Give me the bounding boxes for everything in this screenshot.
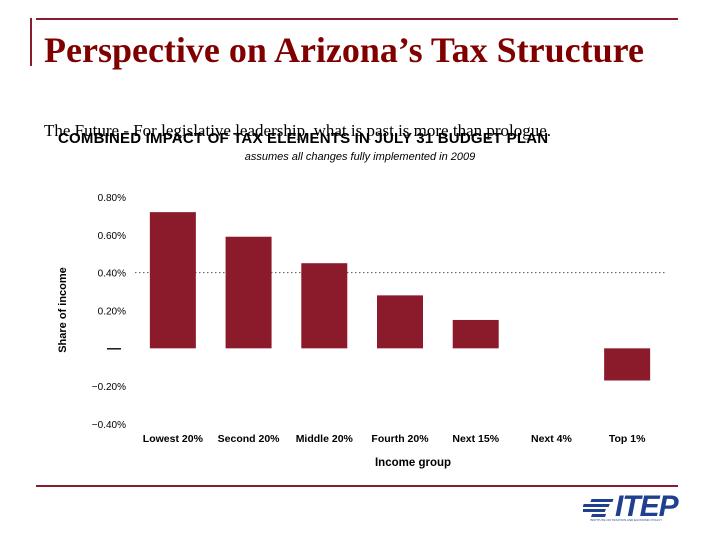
x-tick-label: Next 15%: [452, 433, 499, 445]
y-tick-label: 0.20%: [98, 307, 126, 318]
x-tick-label: Next 4%: [531, 433, 573, 445]
bar: [225, 236, 272, 349]
chart-title: COMBINED IMPACT OF TAX ELEMENTS IN JULY …: [58, 130, 549, 147]
y-tick-label: —: [107, 339, 121, 355]
y-tick-label: −0.40%: [92, 420, 126, 431]
frame-left-line: [30, 18, 32, 66]
y-tick-label: −0.20%: [92, 382, 126, 393]
frame-top-line: [36, 18, 678, 20]
frame-bottom-line: [36, 485, 678, 487]
x-tick-label: Lowest 20%: [143, 433, 204, 445]
y-tick-label: 0.60%: [98, 231, 126, 242]
x-tick-label: Second 20%: [218, 433, 281, 445]
bar: [377, 295, 423, 349]
x-tick-label: Fourth 20%: [371, 433, 429, 445]
bar: [149, 212, 196, 349]
logo-tagline: INSTITUTE ON TAXATION AND ECONOMIC POLIC…: [590, 518, 663, 522]
x-tick-label: Top 1%: [609, 433, 646, 445]
bar: [301, 263, 348, 349]
slide-title: Perspective on Arizona’s Tax Structure: [44, 30, 644, 70]
y-axis-title: Share of income: [57, 267, 69, 353]
y-tick-label: 0.80%: [98, 193, 126, 204]
y-tick-label: 0.40%: [98, 269, 126, 280]
itep-logo-icon: [583, 499, 614, 517]
chart-note: assumes all changes fully implemented in…: [244, 151, 476, 163]
logo-text: ITEP: [615, 490, 679, 523]
x-tick-label: Middle 20%: [296, 433, 354, 445]
bar: [452, 319, 499, 349]
bar: [604, 348, 651, 381]
slide-subtitle: The Future - For legislative leadership,…: [44, 121, 552, 140]
x-axis-title: Income group: [375, 457, 451, 469]
